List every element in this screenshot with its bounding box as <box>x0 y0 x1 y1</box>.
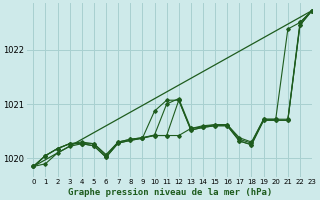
X-axis label: Graphe pression niveau de la mer (hPa): Graphe pression niveau de la mer (hPa) <box>68 188 272 197</box>
